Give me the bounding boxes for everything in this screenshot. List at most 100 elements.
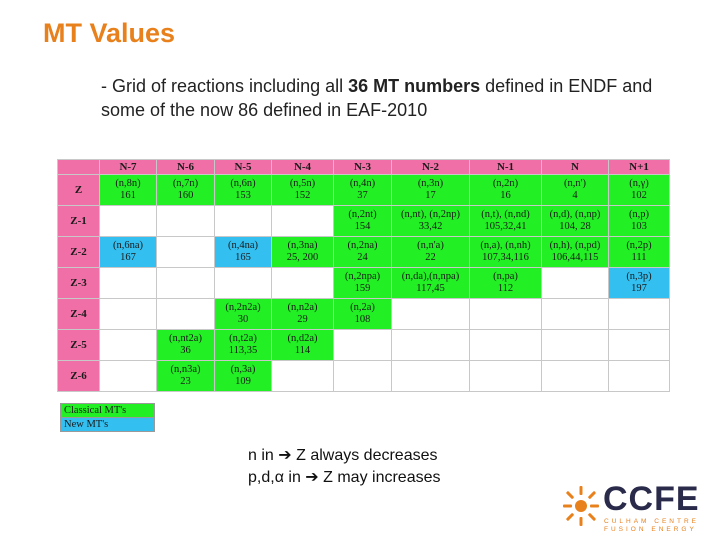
mt-number: 29 xyxy=(297,314,308,325)
reaction-label: (n,2n2a) xyxy=(225,302,261,313)
grid-cell xyxy=(271,205,334,237)
mt-number: 106,44,115 xyxy=(551,252,599,263)
grid-cell: (n,nt2a) 36 xyxy=(156,329,215,361)
grid-cell: (n,γ) 102 xyxy=(608,174,670,206)
grid-cell: (n,3n) 17 xyxy=(391,174,470,206)
grid-row: Z-2 (n,6na) 167 (n,4na) 165 (n,3na) 25, 200 (n,… xyxy=(57,236,670,268)
mt-number: 107,34,116 xyxy=(482,252,529,263)
reaction-label: (n,3n) xyxy=(417,178,444,189)
grid-cell xyxy=(469,298,542,330)
legend-new: New MT's xyxy=(61,418,154,431)
grid-cell xyxy=(271,360,334,392)
reaction-label: (n,4n) xyxy=(349,178,376,189)
grid-cell xyxy=(333,360,392,392)
mt-number: 113,35 xyxy=(228,345,258,356)
grid-cell xyxy=(541,267,609,299)
reaction-label: (n,7n) xyxy=(172,178,199,189)
reaction-label: (n,2n) xyxy=(492,178,519,189)
reaction-label: (n,t), (n,nd) xyxy=(481,209,530,220)
grid-cell: (n,5n) 152 xyxy=(271,174,334,206)
mt-number: 4 xyxy=(572,190,578,201)
ccfe-logo-icon xyxy=(563,486,599,526)
reaction-label: (n,n2a) xyxy=(287,302,318,313)
grid-row: Z-6 (n,n3a) 23 (n,3a) 109 xyxy=(57,360,670,392)
mt-number: 165 xyxy=(235,252,251,263)
grid-cell: (n,6n) 153 xyxy=(214,174,272,206)
grid-row-header: Z-3 xyxy=(57,267,100,299)
logo-subtitle: CULHAM CENTRE FUSION ENERGY xyxy=(604,518,699,534)
grid-cell: (n,2npa) 159 xyxy=(333,267,392,299)
legend-classical: Classical MT's xyxy=(61,404,154,418)
grid-cell xyxy=(608,329,670,361)
mt-number: 154 xyxy=(354,221,371,232)
mt-number: 105,32,41 xyxy=(484,221,527,232)
grid-column-header: N-6 xyxy=(156,159,215,175)
grid-cell: (n,2nt) 154 xyxy=(333,205,392,237)
reaction-label: (n,n'a) xyxy=(417,240,444,251)
grid-cell xyxy=(391,329,470,361)
grid-column-header: N-4 xyxy=(271,159,334,175)
grid-cell xyxy=(608,360,670,392)
reaction-label: (n,4na) xyxy=(227,240,259,251)
mt-number: 37 xyxy=(357,190,368,201)
reaction-label: (n,3na) xyxy=(287,240,318,251)
mt-number: 109 xyxy=(235,376,251,387)
grid-cell xyxy=(469,360,542,392)
grid-cell: (n,3na) 25, 200 xyxy=(271,236,334,268)
grid-column-header: N+1 xyxy=(608,159,670,175)
grid-cell xyxy=(469,329,542,361)
mt-number: 161 xyxy=(120,190,136,201)
reaction-label: (n,nt2a) xyxy=(169,333,202,344)
reaction-label: (n,2npa) xyxy=(344,271,381,282)
reaction-label: (n,2p) xyxy=(626,240,652,251)
grid-cell xyxy=(541,360,609,392)
grid-cell xyxy=(99,267,157,299)
grid-row: Z-5 (n,nt2a) 36 (n,t2a) 113,35 (n,d2a) 114 xyxy=(57,329,670,361)
reaction-label: (n,a), (n,nh) xyxy=(480,240,531,251)
grid-row-header: Z-2 xyxy=(57,236,100,268)
grid-cell xyxy=(391,360,470,392)
mt-number: 22 xyxy=(425,252,436,263)
grid-cell: (n,a), (n,nh) 107,34,116 xyxy=(469,236,542,268)
grid-column-header: N xyxy=(541,159,609,175)
grid-cell xyxy=(333,329,392,361)
grid-cell: (n,6na) 167 xyxy=(99,236,157,268)
mt-number: 197 xyxy=(631,283,647,294)
grid-cell xyxy=(214,205,272,237)
grid-cell: (n,8n) 161 xyxy=(99,174,157,206)
mt-number: 111 xyxy=(631,252,647,263)
grid-cell xyxy=(156,298,215,330)
bullet-suffix: defined in ENDF and some of the now 86 d… xyxy=(101,76,653,120)
grid-cell: (n,t2a) 113,35 xyxy=(214,329,272,361)
reaction-label: (n,n') xyxy=(563,178,586,189)
mt-number: 104, 28 xyxy=(559,221,591,232)
reaction-label: (n,p) xyxy=(628,209,650,220)
grid-cell: (n,4na) 165 xyxy=(214,236,272,268)
slide-title: MT Values xyxy=(43,18,176,48)
grid-column-header: N-7 xyxy=(99,159,157,175)
reaction-label: (n,2na) xyxy=(347,240,378,251)
grid-cell: (n,nt), (n,2np) 33,42 xyxy=(391,205,470,237)
bullet-bold: 36 MT numbers xyxy=(348,76,481,96)
grid-cell: (n,2a) 108 xyxy=(333,298,392,330)
mt-number: 25, 200 xyxy=(286,252,319,263)
reaction-label: (n,d2a) xyxy=(287,333,318,344)
grid-cell xyxy=(99,360,157,392)
grid-cell: (n,2n2a) 30 xyxy=(214,298,272,330)
grid-cell: (n,2na) 24 xyxy=(333,236,392,268)
grid-cell xyxy=(391,298,470,330)
mt-number: 108 xyxy=(354,314,371,325)
grid-cell: (n,n'a) 22 xyxy=(391,236,470,268)
grid-cell: (n,n3a) 23 xyxy=(156,360,215,392)
grid-cell xyxy=(99,205,157,237)
reaction-label: (n,d), (n,np) xyxy=(549,209,601,220)
grid-cell: (n,n') 4 xyxy=(541,174,609,206)
reaction-label: (n,8n) xyxy=(115,178,141,189)
mt-number: 30 xyxy=(237,314,249,325)
grid-cell xyxy=(541,298,609,330)
mt-number: 117,45 xyxy=(416,283,445,294)
grid-cell xyxy=(99,329,157,361)
grid-cell xyxy=(99,298,157,330)
grid-cell xyxy=(608,298,670,330)
bullet-prefix: - Grid of reactions including all xyxy=(101,76,349,96)
